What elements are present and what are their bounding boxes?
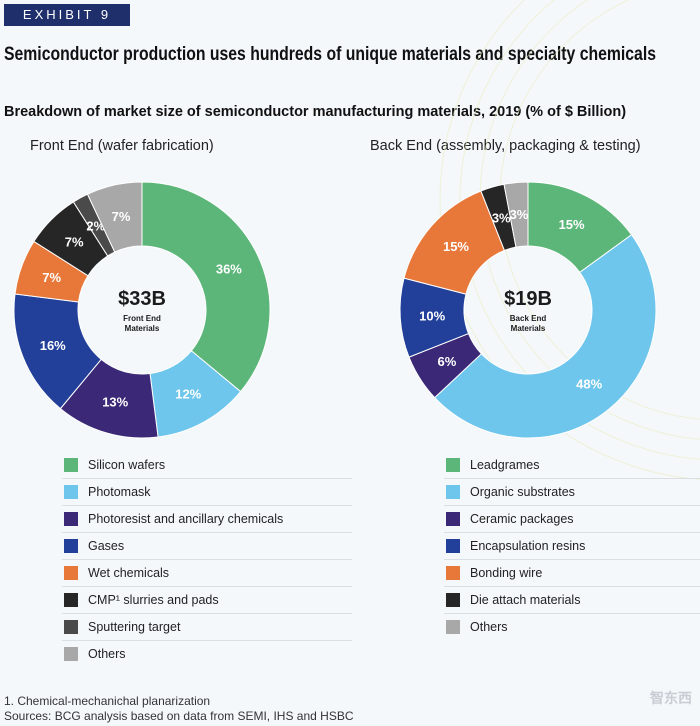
back-end-legend-label: Others — [470, 620, 508, 634]
footnote-sources: Sources: BCG analysis based on data from… — [4, 709, 354, 723]
footnote: 1. Chemical-mechanichal planarization So… — [4, 694, 354, 724]
front-end-slice-0 — [141, 181, 271, 393]
back-end-legend-item: Die attach materials — [444, 587, 700, 614]
front-end-legend-item: Silicon wafers — [62, 452, 352, 479]
back-end-center-value: $19B — [504, 288, 552, 310]
back-end-legend-label: Bonding wire — [470, 566, 543, 580]
back-end-slice-6 — [503, 181, 529, 248]
front-end-legend-item: Wet chemicals — [62, 560, 352, 587]
back-end-legend-item: Others — [444, 614, 700, 640]
back-end-slice-label-4: 15% — [443, 239, 469, 254]
front-end-legend-swatch — [64, 593, 78, 607]
front-end-legend-swatch — [64, 485, 78, 499]
front-end-legend-label: CMP¹ slurries and pads — [88, 593, 219, 607]
page-headline: Semiconductor production uses hundreds o… — [4, 44, 656, 65]
back-end-legend-swatch — [446, 566, 460, 580]
back-end-legend: Leadgrames Organic substrates Ceramic pack… — [444, 452, 700, 640]
back-end-center-label-line-1: Materials — [511, 324, 546, 333]
front-end-legend-swatch — [64, 566, 78, 580]
back-end-legend-item: Leadgrames — [444, 452, 700, 479]
front-end-legend-item: Sputtering target — [62, 614, 352, 641]
back-end-legend-swatch — [446, 512, 460, 526]
back-end-legend-item: Encapsulation resins — [444, 533, 700, 560]
front-end-legend-item: CMP¹ slurries and pads — [62, 587, 352, 614]
front-end-slice-7 — [86, 181, 143, 253]
front-end-legend-label: Sputtering target — [88, 620, 181, 634]
front-end-legend-label: Photomask — [88, 485, 151, 499]
front-end-slice-label-1: 12% — [175, 387, 201, 402]
front-end-slice-label-3: 16% — [40, 338, 66, 353]
back-end-legend-label: Die attach materials — [470, 593, 581, 607]
back-end-legend-swatch — [446, 458, 460, 472]
front-end-center-label-line-1: Materials — [125, 324, 160, 333]
back-end-slice-1 — [433, 234, 657, 439]
front-end-slice-label-2: 13% — [102, 395, 128, 410]
back-end-center-label-line-0: Back End — [510, 314, 547, 323]
back-end-slice-label-5: 3% — [492, 210, 511, 225]
brand-watermark: 智东西 — [650, 690, 692, 706]
back-end-legend-swatch — [446, 539, 460, 553]
front-end-legend-item: Photoresist and ancillary chemicals — [62, 506, 352, 533]
back-end-legend-label: Leadgrames — [470, 458, 540, 472]
front-end-legend-label: Photoresist and ancillary chemicals — [88, 512, 284, 526]
back-end-legend-label: Organic substrates — [470, 485, 575, 499]
back-end-slice-label-3: 10% — [419, 309, 445, 324]
back-end-legend-item: Organic substrates — [444, 479, 700, 506]
exhibit-badge: EXHIBIT 9 — [4, 4, 130, 26]
back-end-legend-swatch — [446, 485, 460, 499]
back-end-legend-label: Ceramic packages — [470, 512, 574, 526]
back-end-legend-swatch — [446, 620, 460, 634]
back-end-legend-swatch — [446, 593, 460, 607]
back-end-slice-label-6: 3% — [510, 207, 529, 222]
front-end-legend-item: Photomask — [62, 479, 352, 506]
front-end-chart-title: Front End (wafer fabrication) — [30, 138, 214, 154]
front-end-legend-swatch — [64, 458, 78, 472]
front-end-slice-label-5: 7% — [65, 235, 84, 250]
front-end-center-label-line-0: Front End — [123, 314, 161, 323]
front-end-legend-swatch — [64, 647, 78, 661]
front-end-legend-label: Gases — [88, 539, 125, 553]
back-end-slice-label-0: 15% — [559, 217, 585, 232]
front-end-slice-label-4: 7% — [42, 270, 61, 285]
front-end-center-value: $33B — [118, 288, 166, 310]
front-end-legend-swatch — [64, 512, 78, 526]
back-end-legend-item: Ceramic packages — [444, 506, 700, 533]
front-end-legend-item: Others — [62, 641, 352, 667]
front-end-legend: Silicon wafers Photomask Photoresist and a… — [62, 452, 352, 667]
front-end-legend-label: Silicon wafers — [88, 458, 166, 472]
chart-subtitle: Breakdown of market size of semiconducto… — [4, 104, 627, 120]
footnote-note: 1. Chemical-mechanichal planarization — [4, 694, 211, 708]
front-end-slice-label-7: 7% — [112, 209, 131, 224]
back-end-chart-title: Back End (assembly, packaging & testing) — [370, 138, 641, 154]
back-end-slice-label-2: 6% — [438, 354, 457, 369]
front-end-legend-swatch — [64, 539, 78, 553]
front-end-legend-item: Gases — [62, 533, 352, 560]
front-end-legend-swatch — [64, 620, 78, 634]
front-end-legend-label: Others — [88, 647, 126, 661]
front-end-legend-label: Wet chemicals — [88, 566, 170, 580]
back-end-slice-label-1: 48% — [576, 376, 602, 391]
back-end-legend-item: Bonding wire — [444, 560, 700, 587]
back-end-legend-label: Encapsulation resins — [470, 539, 586, 553]
front-end-slice-label-0: 36% — [216, 262, 242, 277]
